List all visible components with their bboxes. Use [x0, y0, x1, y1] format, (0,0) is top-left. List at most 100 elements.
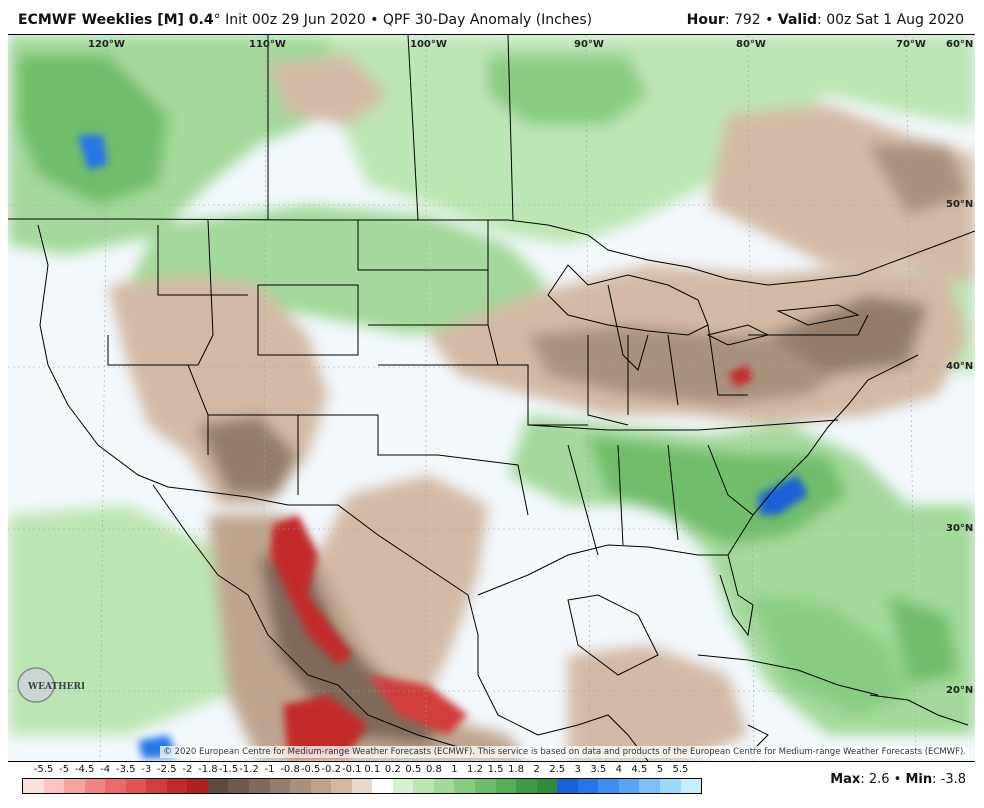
legend-swatch: [372, 779, 393, 793]
legend-swatch: [310, 779, 332, 793]
legend-swatch: [105, 779, 126, 793]
legend-tick-label: -5: [59, 764, 70, 775]
anomaly-extremes: [78, 135, 808, 759]
degree-symbol: °: [213, 12, 221, 28]
legend-swatch: [557, 779, 578, 793]
legend-swatch: [536, 779, 558, 793]
latitude-label: 50°N: [946, 199, 974, 210]
anomaly-map: 120°W 110°W 100°W 90°W 80°W 70°W 60°N 50…: [8, 34, 975, 762]
legend-tick-label: 3.5: [590, 764, 607, 775]
legend-swatch: [680, 779, 702, 793]
legend-swatch: [618, 779, 640, 793]
longitude-label: 100°W: [410, 39, 447, 50]
header: ECMWF Weeklies [M] 0.4° Init 00z 29 Jun …: [0, 0, 984, 34]
longitude-label: 90°W: [574, 39, 604, 50]
maxmin-bullet: •: [893, 772, 902, 787]
title-bullet: •: [370, 12, 379, 28]
legend-tick-label: -1: [264, 764, 275, 775]
legend-swatch: [269, 779, 291, 793]
legend-swatch: [413, 779, 434, 793]
latitude-label: 20°N: [946, 685, 974, 696]
legend-tick-label: 1.2: [467, 764, 483, 775]
latitude-label: 40°N: [946, 361, 974, 372]
legend-swatch: [475, 779, 496, 793]
legend-tick-label: -4: [100, 764, 111, 775]
legend-swatch: [23, 779, 44, 793]
valid-label: Valid: [777, 12, 818, 28]
max-label: Max: [830, 772, 861, 787]
latitude-label: 30°N: [946, 523, 974, 534]
max-min-readout: Max: 2.6 • Min: -3.8: [830, 772, 966, 787]
legend-tick-label: -5.5: [33, 764, 54, 775]
legend-tick-label: -3.5: [115, 764, 136, 775]
legend-tick-label: -1.8: [198, 764, 218, 775]
legend-swatch: [228, 779, 250, 793]
legend-swatch: [249, 779, 270, 793]
legend-colorbar: [22, 778, 702, 794]
legend-tick-label: 1: [451, 764, 458, 775]
legend-tick-label: -0.1: [341, 764, 362, 775]
title-left: ECMWF Weeklies [M] 0.4° Init 00z 29 Jun …: [18, 12, 592, 28]
legend-tick-label: -1.2: [239, 764, 259, 775]
legend-tick-label: -4.5: [74, 764, 95, 775]
legend-tick-label: 0.1: [364, 764, 381, 775]
legend-tick-label: -0.8: [280, 764, 300, 775]
legend-tick-label: 1.5: [487, 764, 504, 775]
legend-swatch: [84, 779, 106, 793]
legend-tick-label: 0.8: [425, 764, 442, 775]
header-bullet: •: [765, 12, 774, 28]
legend-tick-label: 0.2: [384, 764, 401, 775]
legend: -5.5 -5 -4.5 -4 -3.5 -3 -2.5 -2 -1.8 -1.5 -1.2 -1 -0…: [22, 762, 702, 802]
legend-swatch: [290, 779, 311, 793]
legend-swatch: [351, 779, 373, 793]
longitude-label: 110°W: [249, 39, 286, 50]
logo-text: WEATHERBELL: [27, 682, 84, 692]
weatherbell-logo: WEATHERBELL: [17, 667, 84, 703]
legend-swatch: [659, 779, 681, 793]
valid-value: : 00z Sat 1 Aug 2020: [817, 12, 964, 28]
legend-swatch: [516, 779, 537, 793]
legend-tick-label: -2: [182, 764, 193, 775]
legend-tick-label: 4.5: [631, 764, 648, 775]
init-time: Init 00z 29 Jun 2020: [225, 12, 366, 28]
min-value: : -3.8: [932, 772, 966, 787]
legend-swatch: [166, 779, 188, 793]
min-label: Min: [905, 772, 933, 787]
model-name: ECMWF Weeklies [M] 0.4: [18, 12, 214, 28]
legend-tick-label: 1.8: [508, 764, 525, 775]
legend-tick-label: -3: [141, 764, 152, 775]
longitude-label: 80°W: [736, 39, 766, 50]
legend-swatch: [598, 779, 619, 793]
legend-swatch: [392, 779, 414, 793]
legend-swatch: [125, 779, 147, 793]
longitude-label: 120°W: [88, 39, 125, 50]
latitude-label: 60°N: [946, 39, 974, 50]
legend-tick-label: 2.5: [549, 764, 566, 775]
product-name: QPF 30-Day Anomaly (Inches): [382, 12, 593, 28]
legend-tick-label: -1.5: [218, 764, 239, 775]
legend-swatch: [433, 779, 455, 793]
legend-swatch: [331, 779, 352, 793]
legend-tick-label: 4: [615, 764, 622, 775]
legend-swatch: [454, 779, 476, 793]
copyright-notice: © 2020 European Centre for Medium-range …: [160, 746, 969, 758]
legend-swatch: [495, 779, 517, 793]
legend-swatch: [146, 779, 167, 793]
hour-value: : 792: [724, 12, 761, 28]
max-value: : 2.6: [860, 772, 890, 787]
legend-tick-label: 5.5: [672, 764, 689, 775]
legend-swatch: [639, 779, 660, 793]
legend-swatch: [207, 779, 229, 793]
graticule: [8, 35, 975, 761]
longitude-label: 70°W: [896, 39, 926, 50]
legend-tick-label: 3: [574, 764, 581, 775]
legend-tick-label: 0.5: [405, 764, 422, 775]
legend-tick-label: -0.5: [300, 764, 321, 775]
boundaries: [8, 35, 975, 761]
hour-label: Hour: [686, 12, 725, 28]
title-right: Hour: 792 • Valid: 00z Sat 1 Aug 2020: [687, 12, 964, 28]
map-canvas: [8, 35, 975, 761]
legend-swatch: [43, 779, 65, 793]
legend-tick-label: -0.2: [321, 764, 341, 775]
legend-tick-label: -2.5: [157, 764, 177, 775]
